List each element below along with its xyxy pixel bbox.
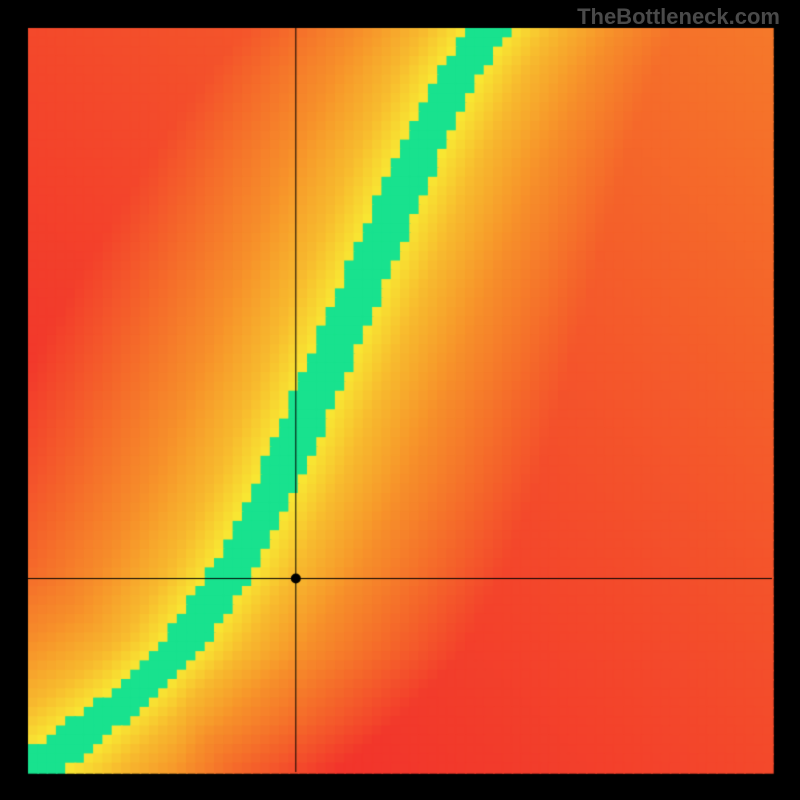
watermark-label: TheBottleneck.com [577,4,780,30]
bottleneck-heatmap [0,0,800,800]
